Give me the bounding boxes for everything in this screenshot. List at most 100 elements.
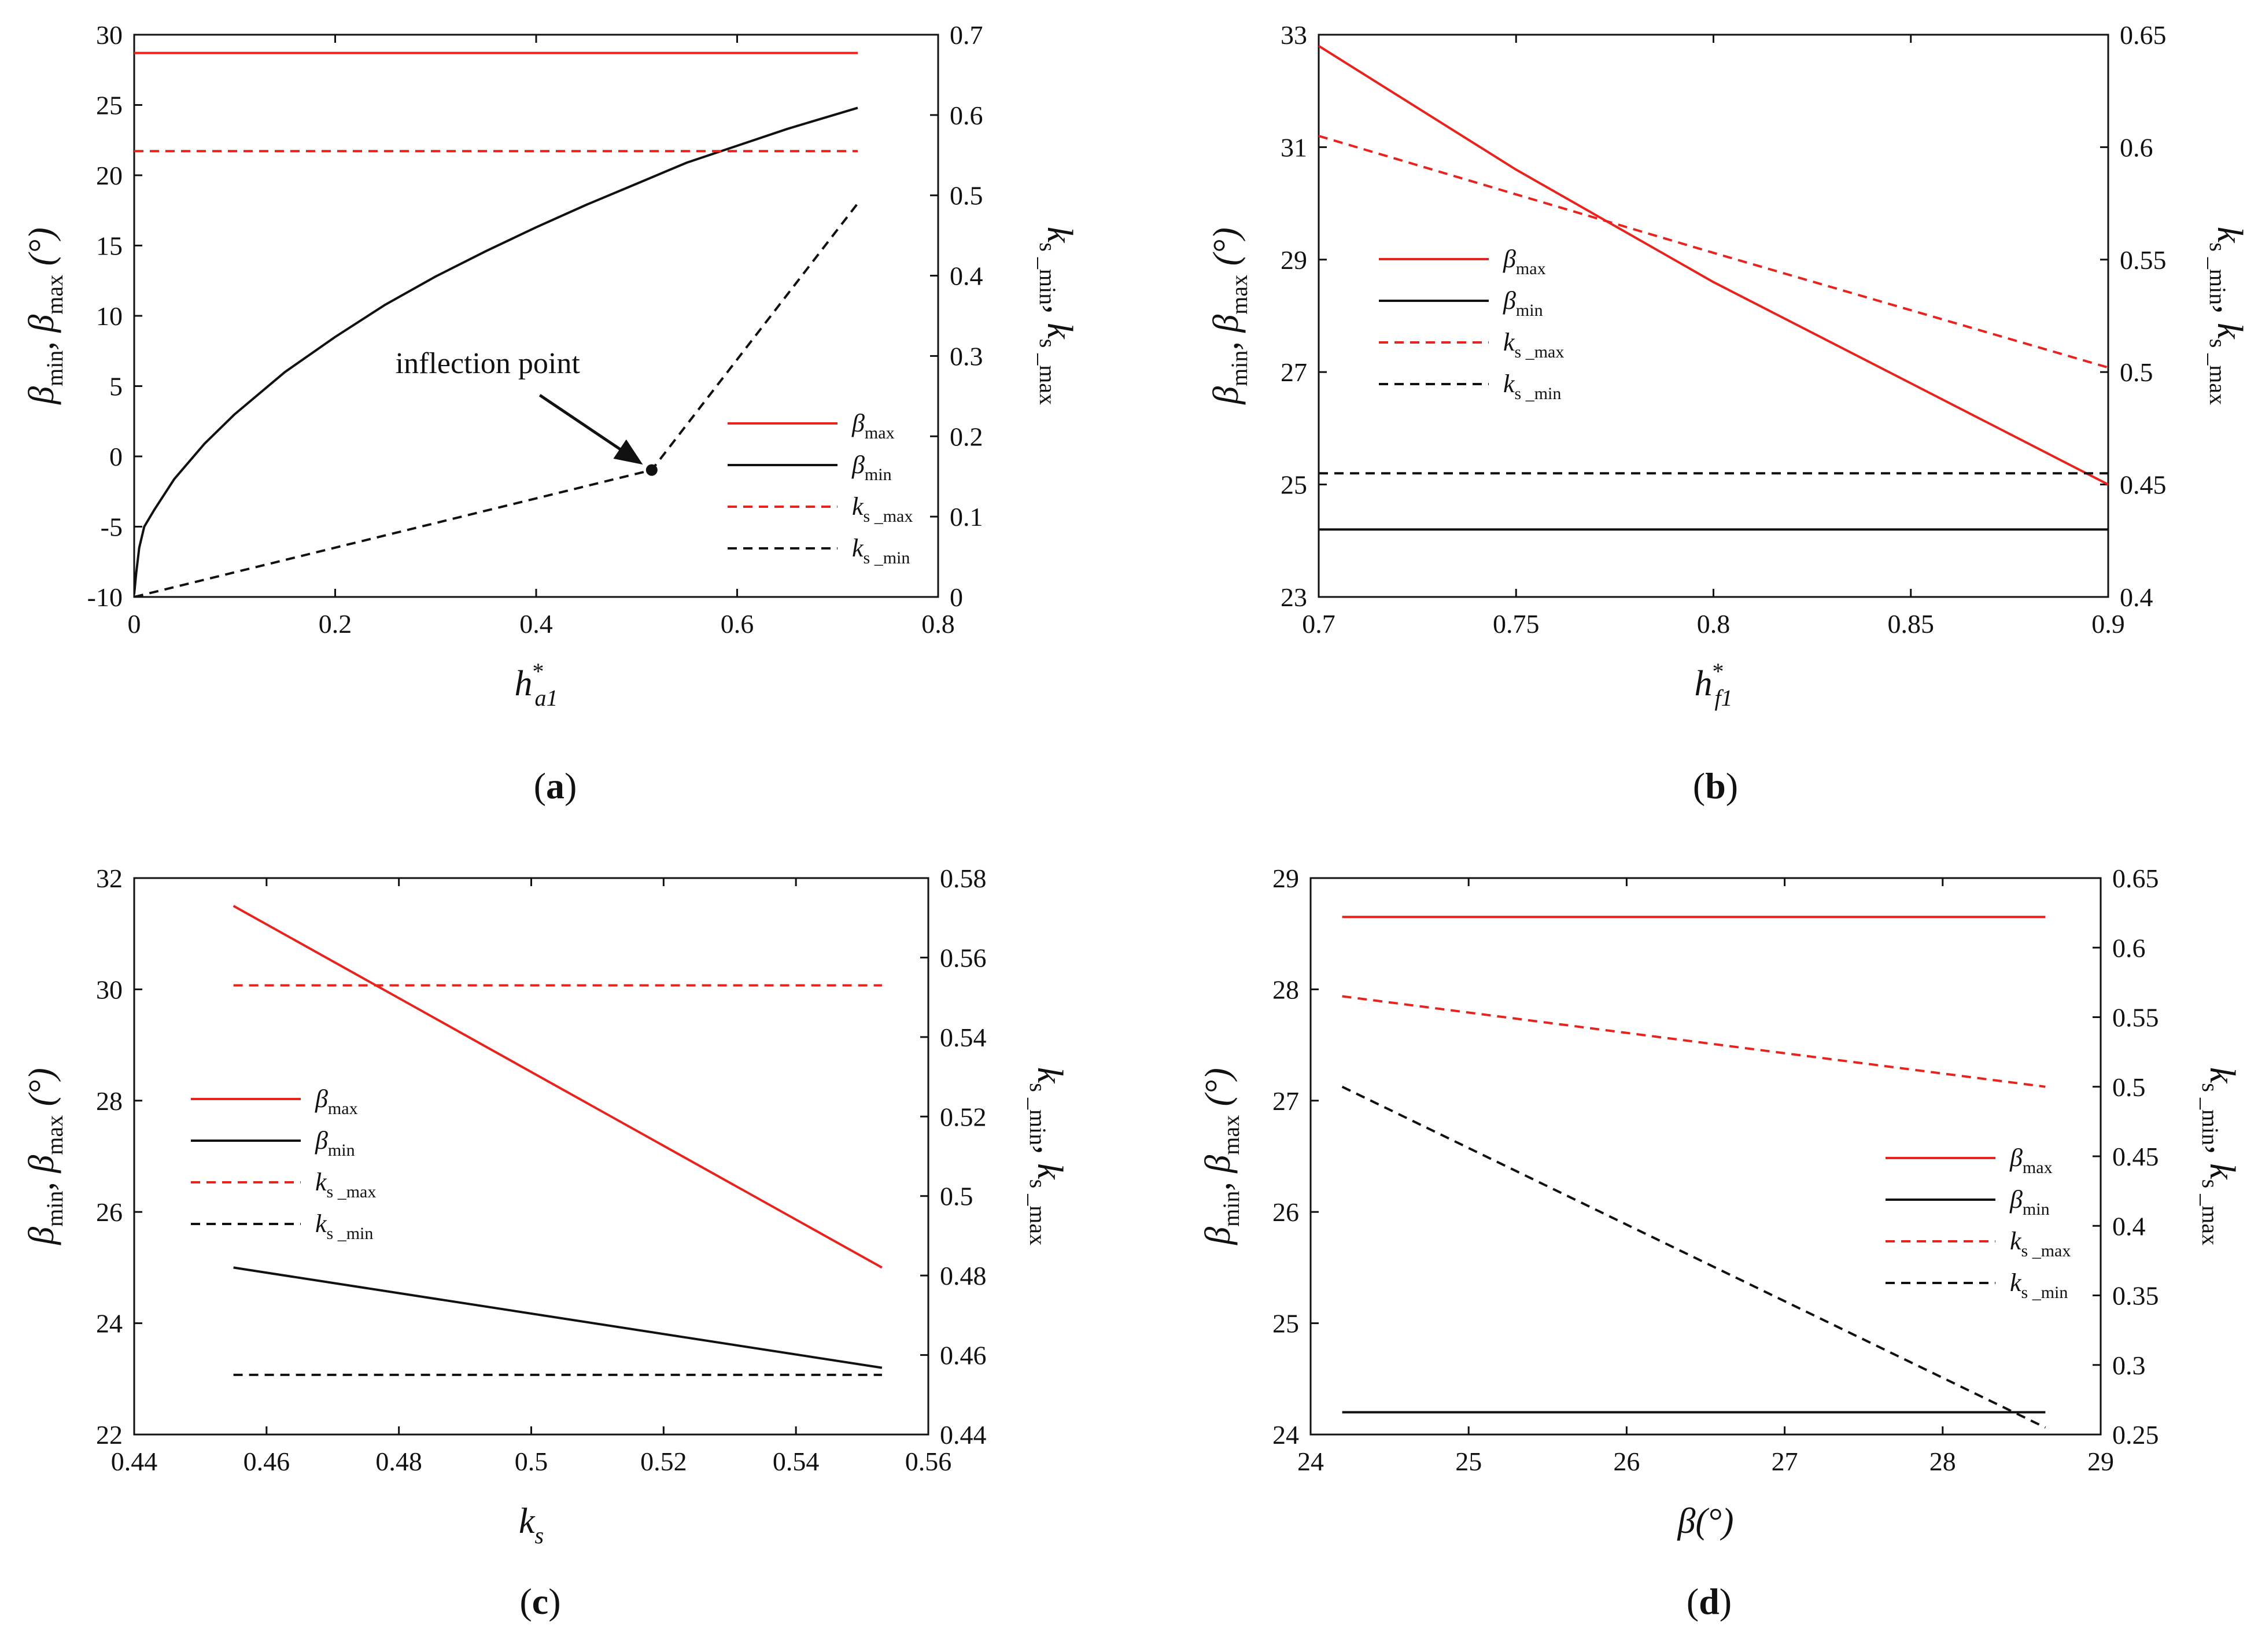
y-left-tick-label: 26: [1272, 1197, 1299, 1227]
y-right-tick-label: 0.5: [940, 1182, 973, 1211]
x-tick-label: 29: [2087, 1447, 2114, 1476]
legend-label-main: β: [315, 1126, 328, 1155]
legend-label-sub: max: [1516, 259, 1546, 278]
x-tick-label: 0.6: [721, 609, 754, 639]
y-right-tick-label: 0.7: [950, 20, 983, 50]
legend-label-sub: s _max: [327, 1182, 377, 1201]
legend-label-sub: max: [328, 1099, 358, 1118]
y-left-label-beta2: β: [1207, 315, 1246, 333]
caption-letter: b: [1705, 765, 1726, 806]
panel-c: 0.44 0.46 0.48 0.5 0.52 0.54 0.56 22 24 26 28 30 32 0…: [22, 864, 1069, 1622]
y-left-tick-label: 10: [96, 301, 123, 331]
y-right-label-sep: ,: [1040, 305, 1079, 323]
y-left-tick-label: 0: [109, 442, 123, 471]
y-right-label-k2: k: [1030, 1163, 1069, 1180]
x-axis-label-sup: *: [533, 658, 544, 684]
y-right-tick-label: 0.46: [940, 1341, 987, 1370]
x-tick-label: 0.8: [921, 609, 955, 639]
panel-caption: (b): [1693, 765, 1738, 806]
y-left-tick-label: 23: [1281, 582, 1307, 612]
y-right-tick-label: 0.6: [2120, 132, 2153, 162]
legend-label-ksmin: ks _min: [2010, 1269, 2068, 1302]
panel-caption: (d): [1687, 1581, 1732, 1622]
y-left-label-unit: (°): [22, 1068, 61, 1115]
x-axis-label: β(°): [1677, 1502, 1734, 1541]
x-axis-label: h* a1: [515, 658, 558, 711]
y-left-label-sep: ,: [1207, 333, 1246, 351]
legend-label-sub: s _max: [2021, 1241, 2071, 1260]
x-axis-label: h* f1: [1694, 658, 1732, 711]
y-right-tick-label: 0.54: [940, 1023, 987, 1052]
series-line-bmin: [233, 1266, 883, 1369]
y-right-tick-label: 0.5: [2120, 357, 2153, 387]
y-right-tick-label: 0.4: [950, 261, 983, 291]
legend-label-sub: s _max: [864, 507, 913, 526]
x-tick-label: 0.7: [1302, 609, 1335, 639]
legend-label-ksmax: ks _max: [852, 492, 913, 526]
legend-label-main: k: [315, 1210, 327, 1238]
y-right-tick-label: 0: [950, 582, 963, 612]
y-left-tick-label: 33: [1281, 20, 1307, 50]
y-left-tick-label: 27: [1281, 357, 1307, 387]
legend-label-sub: s _min: [864, 548, 910, 567]
x-axis-label-main: k: [519, 1502, 536, 1541]
x-tick-label: 0.75: [1493, 609, 1540, 639]
legend-label-sub: max: [865, 423, 895, 443]
y-right-label-k1: k: [2202, 1067, 2242, 1084]
y-left-axis-label: βmin, βmax (°): [1198, 1068, 1244, 1245]
caption-letter: d: [1699, 1581, 1720, 1622]
legend-label-sub: s _min: [1515, 384, 1562, 403]
legend-label-main: k: [315, 1168, 327, 1196]
x-axis-label-sub: a1: [535, 685, 558, 711]
x-tick-label: 0.44: [111, 1447, 158, 1476]
y-left-tick-label: 5: [109, 372, 123, 401]
legend-label-sub: s _max: [1515, 342, 1565, 362]
y-left-tick-label: 24: [1272, 1420, 1299, 1450]
y-left-tick-label: 15: [96, 231, 123, 261]
legend-label-sub: s _min: [327, 1224, 374, 1243]
y-left-tick-label: -5: [101, 512, 123, 542]
legend-label-sub: min: [865, 465, 892, 484]
y-right-label-k1: k: [2210, 227, 2249, 244]
legend-label-main: β: [1503, 245, 1516, 273]
x-tick-label: 0.54: [773, 1447, 820, 1476]
legend-label-bmin: βmin: [1503, 286, 1543, 320]
y-left-tick-label: 30: [96, 20, 123, 50]
caption-close: ): [548, 1581, 560, 1622]
y-right-label-k2: k: [2202, 1163, 2242, 1180]
legend-label-bmin: βmin: [315, 1126, 355, 1160]
legend-label-main: β: [851, 451, 865, 479]
legend-label-ksmax: ks _max: [2010, 1227, 2071, 1260]
series-group: [1319, 45, 2108, 531]
legend-label-main: β: [2009, 1185, 2023, 1214]
legend-label-main: k: [852, 492, 864, 521]
series-line-bmax: [233, 905, 883, 1269]
y-left-label-sub2: max: [42, 275, 68, 315]
y-right-label-sub1: s _min: [2197, 1083, 2223, 1145]
caption-close: ): [564, 765, 577, 806]
y-right-tick-label: 0.4: [2112, 1211, 2146, 1241]
legend-label-main: β: [851, 409, 865, 437]
legend-label-main: β: [1503, 286, 1516, 315]
y-right-tick-label: 0.55: [2120, 245, 2167, 275]
y-right-tick-label: 0.58: [940, 864, 987, 893]
y-right-tick-label: 0.44: [940, 1420, 987, 1450]
legend-label-ksmin: ks _min: [852, 534, 910, 567]
legend-label-sub: max: [2023, 1158, 2053, 1177]
x-axis-label-main: β: [1677, 1502, 1696, 1541]
panel-caption: (a): [534, 765, 577, 806]
x-axis-label: ks: [519, 1502, 544, 1548]
x-tick-label: 0.48: [375, 1447, 422, 1476]
x-tick-label: 0: [128, 609, 141, 639]
caption-close: ): [1720, 1581, 1732, 1622]
y-right-tick-label: 0.3: [2112, 1351, 2146, 1380]
y-left-label-beta2: β: [22, 1155, 61, 1174]
y-left-tick-label: 28: [1272, 975, 1299, 1004]
legend-label-bmax: βmax: [2009, 1144, 2053, 1177]
y-left-tick-label: 28: [96, 1086, 123, 1116]
y-left-label-sep: ,: [1198, 1173, 1238, 1191]
